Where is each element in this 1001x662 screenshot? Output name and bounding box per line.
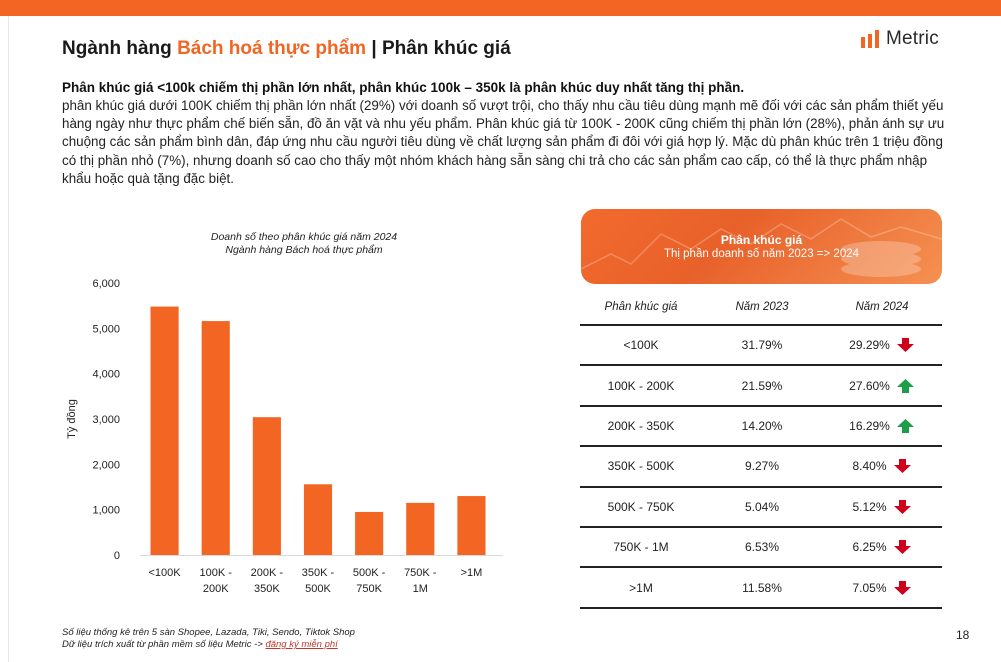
column-header: Năm 2023: [735, 301, 789, 313]
segment-cell: 350K - 500K: [607, 459, 675, 474]
share-2024-value: 7.05%: [852, 580, 887, 595]
arrow-up-icon: [896, 378, 914, 393]
y-tick-label: 3,000: [92, 414, 120, 426]
segment-cell: 100K - 200K: [607, 378, 675, 393]
share-2024-value: 16.29%: [849, 418, 890, 433]
x-tick-label: 350K -: [302, 567, 335, 579]
share-2024-value: 5.12%: [852, 499, 887, 514]
share-2024-cell: 8.40%: [822, 458, 942, 474]
arrow-down-icon: [893, 499, 911, 514]
share-2024-cell: 16.29%: [822, 418, 942, 434]
bar-0: [150, 306, 179, 555]
share-2024-value: 29.29%: [849, 338, 890, 353]
table-header-subtitle: Thị phần doanh số năm 2023 => 2024: [663, 248, 860, 260]
y-axis-label: Tỷ đồng: [66, 399, 78, 439]
banner-decoration-icon: [581, 218, 942, 277]
share-2024-cell: 5.12%: [822, 499, 942, 515]
bar-5: [406, 502, 435, 555]
bar-3: [303, 484, 333, 555]
bar-6: [457, 496, 486, 555]
arrow-down-icon: [893, 580, 911, 595]
x-tick-label: 750K: [356, 583, 382, 595]
title-accent: Bách hoá thực phẩm: [177, 38, 367, 59]
table-header-row: Phân khúc giá Năm 2023 Năm 2024: [580, 290, 942, 326]
x-tick-label: 1M: [413, 583, 428, 595]
title-suffix: | Phân khúc giá: [366, 38, 511, 59]
logo-text: Metric: [886, 28, 939, 49]
share-2023-cell: 11.58%: [742, 580, 782, 595]
table-row: 750K - 1M 6.53% 6.25%: [580, 528, 942, 569]
y-tick-label: 6,000: [92, 278, 120, 290]
share-2024-cell: 7.05%: [822, 580, 942, 596]
x-tick-label: 350K: [254, 583, 280, 595]
share-2023-cell: 31.79%: [741, 338, 783, 353]
segment-cell: 500K - 750K: [607, 499, 675, 514]
share-2024-value: 8.40%: [852, 459, 887, 474]
share-2024-cell: 29.29%: [822, 337, 942, 353]
table-row: 200K - 350K 14.20% 16.29%: [580, 407, 942, 448]
table-row: >1M 11.58% 7.05%: [580, 568, 942, 609]
segment-cell: 750K - 1M: [613, 540, 669, 555]
x-tick-label: 100K -: [200, 567, 233, 579]
table-row: 350K - 500K 9.27% 8.40%: [580, 447, 942, 488]
register-link[interactable]: đăng ký miễn phí: [265, 639, 338, 650]
x-tick-label: 500K: [305, 583, 331, 595]
revenue-bar-chart: Doanh số theo phân khúc giá năm 2024Ngàn…: [66, 231, 503, 595]
chart-subtitle: Ngành hàng Bách hoá thực phẩm: [225, 244, 383, 256]
table-row: <100K 31.79% 29.29%: [580, 326, 942, 367]
summary-body: phân khúc giá dưới 100K chiếm thị phần l…: [62, 98, 945, 186]
arrow-down-icon: [893, 459, 911, 474]
page-title: Ngành hàng Bách hoá thực phẩm | Phân khú…: [62, 38, 511, 60]
table-header-title: Phân khúc giá: [720, 233, 803, 247]
column-header: Năm 2024: [855, 301, 909, 313]
x-tick-label: <100K: [149, 567, 182, 579]
share-2023-cell: 21.59%: [741, 378, 783, 393]
summary-lead: Phân khúc giá <100k chiếm thị phần lớn n…: [62, 80, 745, 95]
footer-extract-note: Dữ liệu trích xuất từ phần mềm số liệu M…: [62, 639, 266, 650]
bar-chart-logo-icon: [861, 30, 879, 48]
market-share-table: Phân khúc giá Năm 2023 Năm 2024 <100K 31.…: [580, 290, 942, 609]
share-2024-cell: 27.60%: [822, 378, 942, 394]
bar-2: [252, 417, 281, 555]
arrow-down-icon: [896, 338, 914, 353]
share-2023-cell: 6.53%: [744, 540, 780, 555]
share-2023-cell: 9.27%: [744, 459, 780, 474]
title-prefix: Ngành hàng: [62, 38, 178, 59]
bar-1: [201, 321, 230, 555]
share-2024-value: 6.25%: [852, 540, 887, 555]
x-tick-label: 200K -: [251, 567, 284, 579]
share-2024-value: 27.60%: [849, 378, 890, 393]
x-tick-label: >1M: [461, 567, 483, 579]
segment-cell: 200K - 350K: [607, 418, 675, 433]
table-row: 100K - 200K 21.59% 27.60%: [580, 366, 942, 407]
y-tick-label: 1,000: [92, 505, 120, 517]
share-2023-cell: 5.04%: [744, 499, 780, 514]
share-2023-cell: 14.20%: [741, 418, 783, 433]
chart-title: Doanh số theo phân khúc giá năm 2024: [211, 231, 397, 243]
arrow-down-icon: [893, 540, 911, 555]
arrow-up-icon: [896, 418, 914, 433]
bar-4: [355, 511, 384, 555]
table-header-banner: Phân khúc giá Thị phần doanh số năm 2023…: [581, 209, 942, 284]
footer-source: Số liệu thống kê trên 5 sàn Shopee, Laza…: [62, 627, 355, 638]
y-tick-label: 0: [114, 550, 120, 562]
share-2024-cell: 6.25%: [822, 539, 942, 555]
x-tick-label: 750K -: [404, 567, 437, 579]
metric-logo: Metric: [860, 28, 939, 50]
segment-cell: <100K: [623, 338, 659, 353]
y-tick-label: 5,000: [92, 323, 120, 335]
x-tick-label: 500K -: [353, 567, 386, 579]
page-number: 18: [956, 628, 970, 642]
y-tick-label: 4,000: [92, 369, 120, 381]
table-row: 500K - 750K 5.04% 5.12%: [580, 488, 942, 528]
left-border-line: [8, 16, 9, 662]
x-tick-label: 200K: [203, 583, 229, 595]
y-tick-label: 2,000: [92, 459, 120, 471]
footer-note: Số liệu thống kê trên 5 sàn Shopee, Laza…: [62, 627, 355, 651]
top-accent-bar: [0, 0, 1001, 16]
column-header: Phân khúc giá: [604, 301, 678, 313]
segment-cell: >1M: [629, 580, 653, 595]
